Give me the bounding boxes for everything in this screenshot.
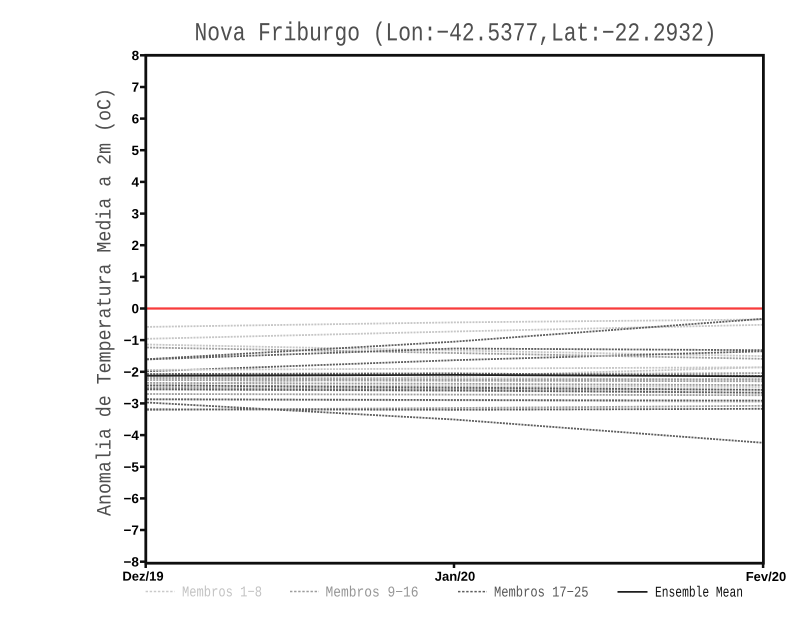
svg-text:Dez/19: Dez/19	[122, 569, 163, 584]
svg-text:−1: −1	[124, 333, 140, 348]
svg-text:Jan/20: Jan/20	[435, 569, 475, 584]
svg-text:8: 8	[132, 48, 140, 63]
svg-text:0: 0	[131, 301, 139, 316]
svg-text:3: 3	[132, 206, 140, 221]
svg-text:5: 5	[132, 143, 140, 158]
svg-text:Membros 9−16: Membros 9−16	[325, 584, 418, 601]
svg-text:1: 1	[131, 270, 139, 285]
svg-text:4: 4	[132, 175, 140, 190]
svg-text:6: 6	[132, 111, 140, 126]
svg-text:Fev/20: Fev/20	[746, 569, 786, 584]
svg-text:−3: −3	[124, 396, 140, 411]
svg-text:−5: −5	[124, 460, 140, 475]
svg-text:2: 2	[132, 238, 140, 253]
svg-text:7: 7	[132, 80, 140, 95]
svg-text:Anomalia de Temperatura Media: Anomalia de Temperatura Media a 2m (oC)	[95, 88, 118, 516]
svg-text:Ensemble Mean: Ensemble Mean	[655, 585, 743, 602]
svg-text:Nova Friburgo (Lon:−42.5377,La: Nova Friburgo (Lon:−42.5377,Lat:−22.2932…	[194, 18, 716, 48]
svg-text:Membros 17−25: Membros 17−25	[494, 585, 589, 602]
svg-text:−6: −6	[123, 491, 139, 506]
svg-text:−4: −4	[124, 428, 140, 443]
svg-text:Membros 1−8: Membros 1−8	[182, 584, 262, 601]
svg-text:−8: −8	[123, 554, 139, 569]
svg-text:−7: −7	[123, 523, 138, 538]
svg-text:−2: −2	[124, 365, 139, 380]
